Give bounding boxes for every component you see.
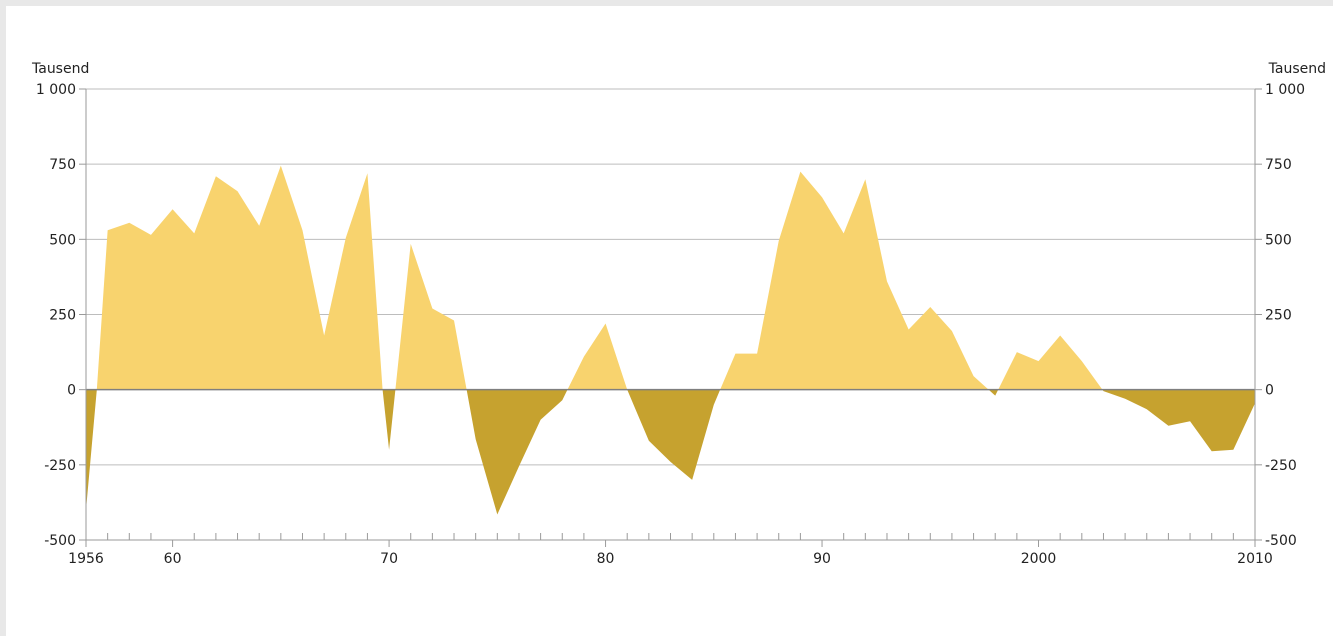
y-tick-label-left: 500 [49,232,76,248]
y-axis-left-ticks: -500 -250 0 250 500 750 1 000 [36,82,86,549]
x-tick-label: 2010 [1237,551,1273,567]
x-tick-label: 80 [597,551,615,567]
x-tick-label: 90 [813,551,831,567]
data-areas [86,165,1255,515]
y-tick-label-left: 750 [49,157,76,173]
y-tick-label-right: 0 [1265,383,1274,399]
y-tick-label-right: -250 [1265,458,1297,474]
y-tick-label-right: 250 [1265,308,1292,324]
positive-area [86,165,1255,390]
y-tick-label-left: 1 000 [36,82,76,98]
y-tick-label-left: -250 [44,458,76,474]
x-tick-label: 2000 [1021,551,1057,567]
x-tick-label: 60 [164,551,182,567]
y-tick-label-left: -500 [44,533,76,549]
y-tick-label-right: 750 [1265,157,1292,173]
y-tick-label-left: 250 [49,308,76,324]
y-tick-label-right: 500 [1265,232,1292,248]
x-tick-label: 70 [380,551,398,567]
left-unit-label: Tausend [31,61,89,77]
y-tick-label-right: 1 000 [1265,82,1305,98]
y-axis-right-ticks: -500 -250 0 250 500 750 1 000 [1255,82,1305,549]
y-tick-label-right: -500 [1265,533,1297,549]
right-unit-label: Tausend [1268,61,1326,77]
chart-panel: Tausend Tausend -500 -250 0 250 500 750 1 000 … [6,6,1333,636]
negative-area [86,389,1255,515]
x-axis-ticks: 1956 60 70 80 90 2000 2010 [68,533,1273,567]
x-tick-label: 1956 [68,551,104,567]
y-tick-label-left: 0 [67,383,76,399]
